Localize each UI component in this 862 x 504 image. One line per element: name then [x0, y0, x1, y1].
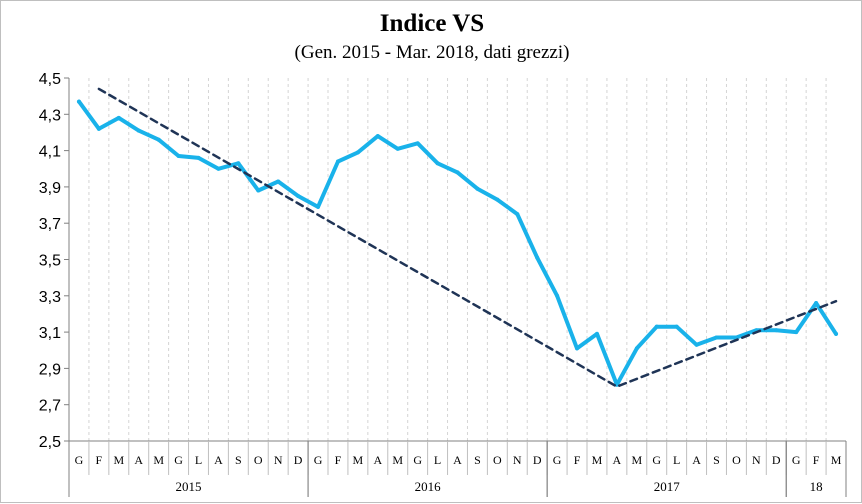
data-point [794, 330, 799, 335]
data-point [116, 115, 121, 120]
y-tick-label: 3,7 [39, 216, 61, 233]
y-tick-label: 3,9 [39, 180, 61, 197]
x-month-label: A [214, 453, 223, 467]
y-tick-label: 2,7 [39, 398, 61, 415]
data-point [296, 193, 301, 198]
x-month-label: G [792, 453, 801, 467]
x-month-label: L [434, 453, 441, 467]
chart-subtitle: (Gen. 2015 - Mar. 2018, dati grezzi) [295, 42, 570, 63]
x-month-label: G [174, 453, 183, 467]
data-point [555, 293, 560, 298]
x-month-label: D [533, 453, 542, 467]
x-month-label: G [652, 453, 661, 467]
data-point [594, 331, 599, 336]
data-point [236, 161, 241, 166]
y-tick-label: 4,5 [39, 71, 61, 88]
data-point [435, 161, 440, 166]
trend-line [97, 87, 838, 388]
x-month-label: L [195, 453, 202, 467]
y-tick-label: 2,5 [39, 434, 61, 451]
data-point [355, 150, 360, 155]
x-month-label: F [574, 453, 581, 467]
data-point [196, 155, 201, 160]
data-point [136, 128, 141, 133]
x-month-label: M [353, 453, 364, 467]
data-point [515, 212, 520, 217]
data-point [694, 342, 699, 347]
x-month-label: L [673, 453, 680, 467]
gridlines [88, 78, 827, 441]
data-point [475, 186, 480, 191]
x-month-label: S [474, 453, 481, 467]
x-month-label: D [294, 453, 303, 467]
data-point [276, 179, 281, 184]
x-month-label: O [493, 453, 502, 467]
data-point [316, 204, 321, 209]
data-point [834, 331, 839, 336]
x-month-label: A [453, 453, 462, 467]
x-year-label: 18 [810, 479, 823, 494]
data-point [495, 197, 500, 202]
data-point [634, 346, 639, 351]
x-month-label: G [553, 453, 562, 467]
x-month-label: A [134, 453, 143, 467]
data-point [96, 126, 101, 131]
x-month-label: S [713, 453, 720, 467]
data-point [575, 346, 580, 351]
y-tick-label: 4,1 [39, 144, 61, 161]
x-month-label: M [392, 453, 403, 467]
data-point [415, 141, 420, 146]
x-month-label: M [592, 453, 603, 467]
x-year-label: 2015 [176, 479, 202, 494]
x-year-label: 2017 [654, 479, 681, 494]
x-month-label: G [75, 453, 84, 467]
axes [64, 77, 847, 497]
data-point [256, 188, 261, 193]
x-month-label: N [752, 453, 761, 467]
data-point [375, 134, 380, 139]
x-month-label: M [631, 453, 642, 467]
x-month-label: N [513, 453, 522, 467]
x-month-label: S [235, 453, 242, 467]
x-month-label: F [335, 453, 342, 467]
x-year-label: 2016 [415, 479, 442, 494]
x-month-label: O [732, 453, 741, 467]
data-point [654, 324, 659, 329]
y-tick-label: 2,9 [39, 361, 61, 378]
data-point [674, 324, 679, 329]
data-point [814, 301, 819, 306]
x-month-label: D [772, 453, 781, 467]
y-tick-label: 4,3 [39, 107, 61, 124]
data-point [156, 137, 161, 142]
data-point [535, 255, 540, 260]
x-month-label: M [831, 453, 842, 467]
y-tick-label: 3,3 [39, 289, 61, 306]
y-tick-label: 3,5 [39, 253, 61, 270]
x-month-label: M [113, 453, 124, 467]
x-month-label: A [373, 453, 382, 467]
x-month-label: F [813, 453, 820, 467]
data-point [714, 335, 719, 340]
x-month-label: G [314, 453, 323, 467]
data-point [216, 166, 221, 171]
x-month-label: N [274, 453, 283, 467]
x-month-label: O [254, 453, 263, 467]
x-month-label: F [96, 453, 103, 467]
y-tick-label: 3,1 [39, 325, 61, 342]
x-month-label: A [613, 453, 622, 467]
x-month-label: A [692, 453, 701, 467]
data-point [774, 328, 779, 333]
tick-labels: 2,52,72,93,13,33,53,73,94,14,34,5G F M A M G L… [39, 71, 842, 494]
data-point [455, 170, 460, 175]
data-point [395, 146, 400, 151]
data-point [76, 99, 81, 104]
data-point [335, 159, 340, 164]
series [76, 87, 839, 388]
chart-title: Indice VS [380, 10, 484, 37]
x-month-label: M [153, 453, 164, 467]
x-month-label: G [413, 453, 422, 467]
data-point [176, 154, 181, 159]
